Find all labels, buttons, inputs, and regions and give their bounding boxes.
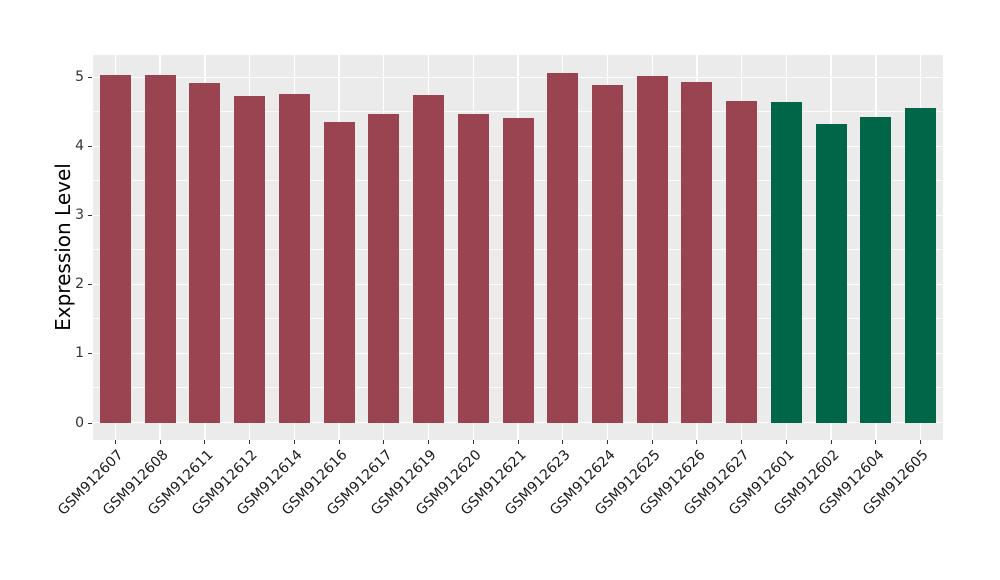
y-tick-label: 2 (75, 276, 84, 293)
bar-GSM912617 (368, 113, 400, 423)
bar-GSM912624 (591, 84, 623, 423)
x-tick-mark (830, 440, 832, 444)
bar-GSM912605 (905, 107, 937, 423)
bar-GSM912620 (457, 113, 489, 423)
x-tick-mark (517, 440, 519, 444)
x-tick-mark (114, 440, 116, 444)
x-tick-mark (204, 440, 206, 444)
y-tick-label: 0 (75, 414, 84, 431)
plot-panel (93, 55, 943, 440)
x-tick-mark (920, 440, 922, 444)
x-tick-mark (696, 440, 698, 444)
x-tick-mark (875, 440, 877, 444)
x-tick-mark (383, 440, 385, 444)
y-tick-label: 5 (75, 69, 84, 86)
y-tick-mark (88, 77, 92, 79)
bar-GSM912621 (502, 118, 534, 423)
bar-GSM912627 (726, 100, 758, 423)
bar-GSM912607 (99, 75, 131, 423)
bar-GSM912626 (681, 82, 713, 423)
bar-GSM912614 (278, 93, 310, 423)
y-tick-mark (88, 146, 92, 148)
bar-GSM912623 (547, 72, 579, 423)
bar-GSM912601 (770, 101, 802, 423)
y-tick-mark (88, 284, 92, 286)
bar-GSM912611 (189, 82, 221, 423)
bar-GSM912612 (234, 95, 266, 423)
y-tick-mark (88, 353, 92, 355)
bar-GSM912619 (413, 95, 445, 423)
x-tick-mark (249, 440, 251, 444)
x-tick-mark (428, 440, 430, 444)
x-tick-mark (562, 440, 564, 444)
y-axis-title: Expression Level (51, 163, 75, 331)
x-tick-mark (606, 440, 608, 444)
y-tick-mark (88, 215, 92, 217)
bar-GSM912604 (860, 117, 892, 423)
x-tick-mark (293, 440, 295, 444)
y-tick-mark (88, 422, 92, 424)
x-tick-mark (741, 440, 743, 444)
x-tick-mark (651, 440, 653, 444)
y-tick-label: 4 (75, 138, 84, 155)
bar-GSM912616 (323, 122, 355, 423)
bar-GSM912625 (636, 75, 668, 423)
x-tick-mark (472, 440, 474, 444)
x-tick-mark (159, 440, 161, 444)
y-tick-label: 3 (75, 207, 84, 224)
x-tick-mark (338, 440, 340, 444)
bar-GSM912602 (815, 123, 847, 423)
bar-GSM912608 (144, 75, 176, 423)
y-tick-label: 1 (75, 345, 84, 362)
x-tick-mark (785, 440, 787, 444)
